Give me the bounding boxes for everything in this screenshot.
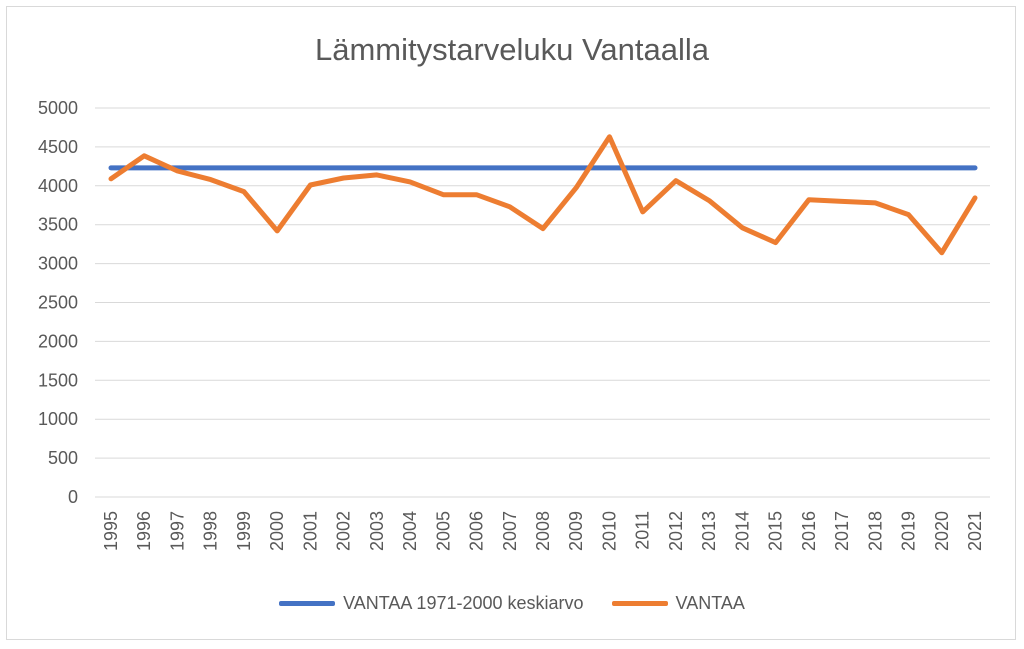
chart-title: Lämmitystarveluku Vantaalla <box>315 32 709 67</box>
legend: VANTAA 1971-2000 keskiarvo VANTAA <box>0 593 1024 614</box>
y-tick-label: 3500 <box>38 215 78 235</box>
y-tick-label: 0 <box>68 487 78 507</box>
x-tick-label: 1997 <box>167 511 187 551</box>
x-tick-label: 2000 <box>267 511 287 551</box>
x-tick-label: 2015 <box>766 511 786 551</box>
x-tick-label: 2014 <box>732 511 752 551</box>
y-tick-label: 3000 <box>38 254 78 274</box>
y-tick-label: 1000 <box>38 409 78 429</box>
legend-swatch-average <box>279 601 336 606</box>
y-tick-label: 4000 <box>38 176 78 196</box>
legend-item-vantaa: VANTAA <box>611 593 745 614</box>
legend-swatch-vantaa <box>611 601 668 606</box>
legend-item-average: VANTAA 1971-2000 keskiarvo <box>279 593 584 614</box>
x-tick-label: 2016 <box>799 511 819 551</box>
y-tick-label: 2000 <box>38 331 78 351</box>
x-tick-label: 2017 <box>832 511 852 551</box>
x-tick-label: 2005 <box>433 511 453 551</box>
x-tick-label: 1995 <box>101 511 121 551</box>
x-tick-label: 2019 <box>899 511 919 551</box>
x-tick-label: 2012 <box>666 511 686 551</box>
x-tick-label: 1998 <box>201 511 221 551</box>
y-tick-label: 5000 <box>38 98 78 118</box>
x-tick-label: 1999 <box>234 511 254 551</box>
series-line-vantaa <box>108 134 978 256</box>
chart-frame <box>6 6 1016 640</box>
y-tick-label: 1500 <box>38 370 78 390</box>
x-tick-label: 2011 <box>633 511 653 550</box>
legend-label-average: VANTAA 1971-2000 keskiarvo <box>343 593 584 613</box>
x-tick-label: 2021 <box>965 511 985 551</box>
x-tick-label: 2007 <box>500 511 520 551</box>
y-tick-label: 500 <box>48 448 78 468</box>
x-tick-label: 2013 <box>699 511 719 551</box>
x-tick-label: 2020 <box>932 511 952 551</box>
y-tick-label: 2500 <box>38 293 78 313</box>
legend-label-vantaa: VANTAA <box>675 593 745 613</box>
y-tick-label: 4500 <box>38 137 78 157</box>
x-tick-label: 2008 <box>533 511 553 551</box>
x-tick-label: 2001 <box>300 511 320 551</box>
x-tick-label: 1996 <box>134 511 154 551</box>
x-tick-label: 2018 <box>865 511 885 551</box>
x-tick-label: 2004 <box>400 511 420 551</box>
x-tick-label: 2002 <box>334 511 354 551</box>
x-tick-label: 2009 <box>566 511 586 551</box>
x-tick-label: 2010 <box>599 511 619 551</box>
x-tick-label: 2003 <box>367 511 387 551</box>
x-tick-label: 2006 <box>467 511 487 551</box>
